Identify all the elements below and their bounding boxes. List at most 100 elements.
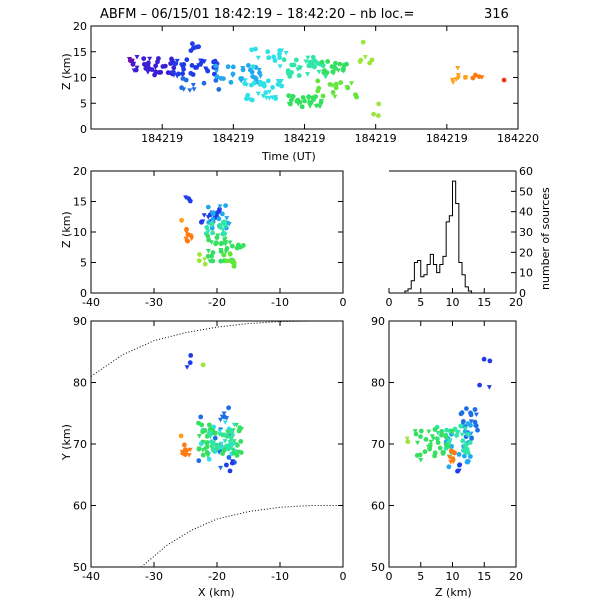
source-point — [443, 434, 449, 440]
source-point — [184, 57, 190, 63]
source-point — [454, 430, 460, 436]
source-point — [187, 447, 193, 453]
x-tick-label: 0 — [386, 296, 393, 309]
source-point — [214, 69, 220, 74]
x-tick-label: 184219 — [284, 132, 326, 145]
source-point — [231, 439, 237, 444]
source-point — [376, 113, 381, 118]
zy-panel: 0 5 10 15 20 50 60 70 80 90 — [371, 315, 523, 583]
source-point — [473, 423, 479, 429]
source-point — [198, 62, 203, 67]
source-point — [191, 87, 197, 92]
source-point — [455, 73, 461, 78]
source-point — [149, 67, 155, 72]
source-point — [371, 111, 376, 117]
y-tick-label: 20 — [519, 246, 533, 259]
source-point — [426, 429, 432, 435]
source-point — [265, 78, 271, 84]
y-tick-label: 70 — [73, 438, 87, 451]
source-point — [266, 55, 272, 61]
source-point — [460, 421, 466, 427]
source-point — [223, 258, 229, 264]
x-tick-label: -40 — [82, 570, 100, 583]
y-tick-label: 0 — [80, 287, 87, 300]
source-point — [428, 439, 434, 445]
source-point — [205, 453, 211, 459]
source-point — [131, 61, 137, 67]
source-point — [465, 432, 471, 437]
source-point — [450, 77, 456, 83]
source-point — [226, 405, 232, 411]
source-point — [467, 440, 473, 445]
source-point — [468, 419, 474, 424]
source-point — [188, 353, 194, 358]
source-point — [221, 411, 227, 417]
source-point — [221, 76, 226, 81]
source-point — [210, 447, 216, 453]
source-point — [265, 49, 271, 55]
source-point — [330, 83, 336, 88]
source-point — [214, 235, 220, 241]
source-point — [219, 240, 225, 246]
source-point — [205, 229, 211, 234]
source-point — [217, 224, 223, 229]
source-point — [217, 204, 223, 209]
y-tick-label: 80 — [73, 377, 87, 390]
source-point — [196, 446, 202, 451]
source-point — [145, 65, 151, 71]
source-point — [184, 449, 190, 454]
x-tick-label: 5 — [417, 570, 424, 583]
source-point — [217, 417, 223, 423]
source-point — [153, 63, 159, 69]
y-tick-label: 30 — [519, 226, 533, 239]
x-tick-label: -20 — [208, 570, 226, 583]
source-point — [310, 54, 316, 60]
source-point — [468, 431, 474, 437]
source-point — [460, 438, 466, 444]
source-point — [210, 230, 216, 236]
source-point — [207, 430, 213, 435]
source-point — [288, 101, 293, 107]
source-point — [249, 97, 255, 103]
source-point — [251, 80, 257, 86]
source-point — [427, 446, 432, 452]
source-point — [463, 426, 469, 431]
source-point — [201, 213, 207, 218]
x-tick-label: 10 — [446, 296, 460, 309]
source-point — [196, 420, 201, 426]
source-point — [417, 452, 423, 458]
source-point — [369, 57, 375, 63]
source-point — [448, 459, 454, 465]
source-point — [187, 88, 193, 93]
source-point — [210, 216, 216, 222]
source-point — [200, 452, 206, 458]
source-point — [250, 74, 256, 79]
source-point — [209, 240, 215, 245]
source-point — [435, 431, 441, 436]
figure-title: ABFM – 06/15/01 18:42:19 – 18:42:20 – nb… — [100, 7, 414, 22]
source-point — [216, 216, 222, 222]
z-axis-label-bottom: Z (km) — [435, 586, 472, 599]
source-point — [306, 96, 312, 102]
source-point — [439, 433, 445, 438]
source-point — [468, 412, 474, 418]
source-point — [322, 68, 327, 73]
source-point — [329, 64, 335, 69]
source-point — [412, 429, 418, 434]
source-point — [405, 439, 411, 445]
xz-panel: -40 -30 -20 -10 0 0 5 10 15 20 — [73, 165, 347, 309]
source-point — [462, 453, 467, 459]
y-tick-label: 10 — [73, 72, 87, 85]
source-point — [223, 239, 228, 245]
source-point — [316, 69, 322, 75]
source-point — [449, 428, 455, 434]
source-point — [200, 439, 206, 445]
source-point — [443, 442, 449, 448]
source-point — [289, 70, 294, 75]
source-point — [305, 72, 311, 77]
y-tick-label: 0 — [80, 123, 87, 136]
source-point — [344, 85, 350, 90]
x-tick-label: 184220 — [497, 132, 539, 145]
source-point — [337, 61, 343, 67]
source-point — [210, 441, 216, 447]
